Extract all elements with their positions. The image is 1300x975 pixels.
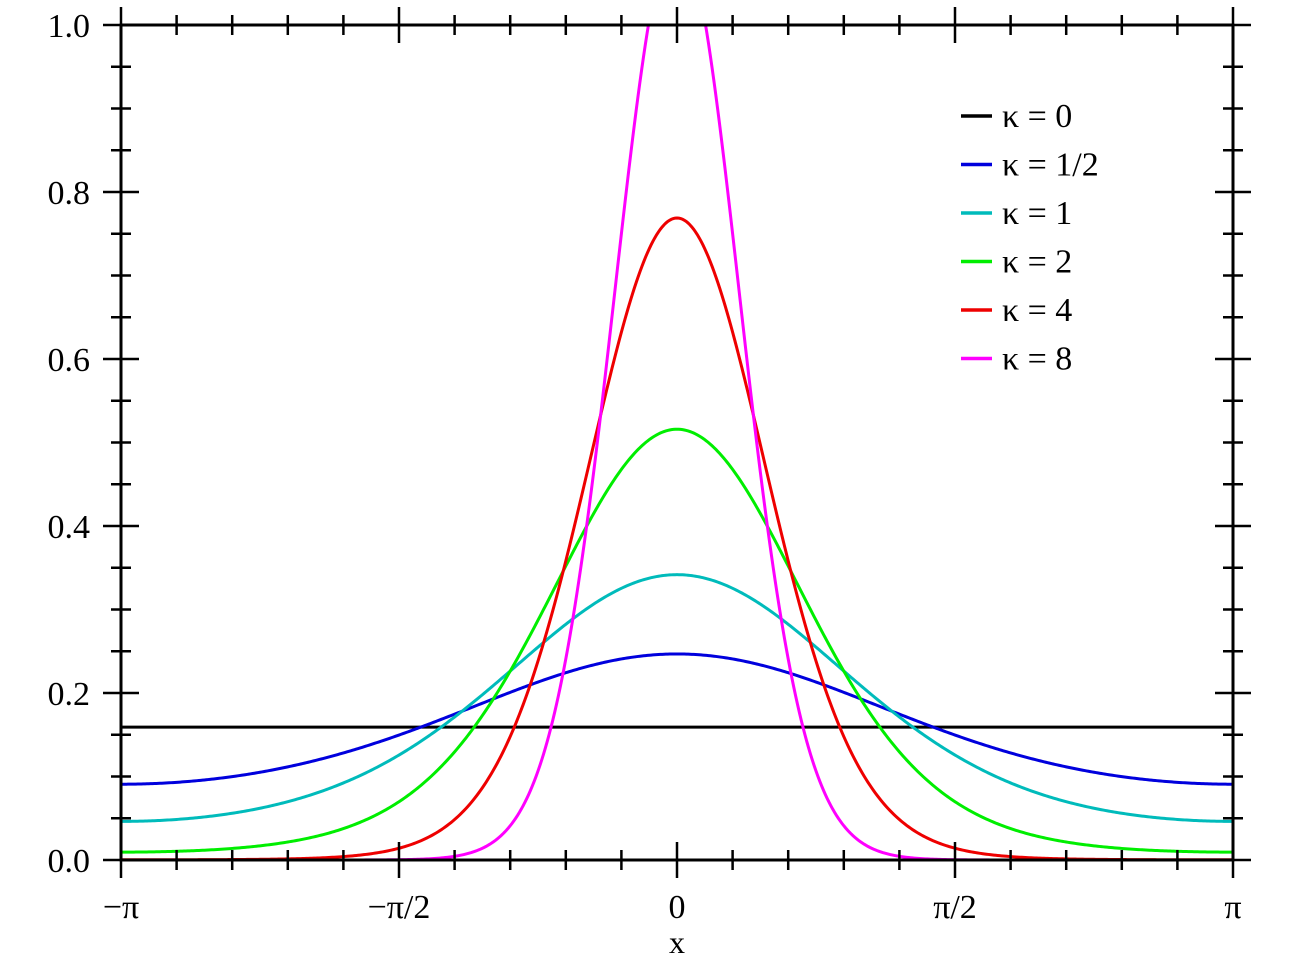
x-axis-label: x [669, 924, 685, 960]
y-tick-label: 0.0 [48, 843, 91, 880]
series-line-1 [121, 652, 1233, 786]
legend-label-0: κ = 0 [1002, 98, 1072, 135]
y-tick-label: 0.4 [48, 509, 91, 546]
y-tick-label: 0.6 [48, 342, 91, 379]
series-line-3 [121, 427, 1233, 854]
y-tick-label: 0.8 [48, 175, 91, 212]
x-tick-label: −π [103, 889, 139, 926]
y-tick-label: 0.2 [48, 676, 91, 713]
legend-label-1: κ = 1/2 [1002, 147, 1099, 184]
x-tick-label: π/2 [933, 889, 977, 926]
legend-label-5: κ = 8 [1002, 341, 1072, 378]
series-line-4 [121, 216, 1233, 860]
series-line-2 [121, 573, 1233, 823]
legend: κ = 0 κ = 1/2 κ = 1 κ = 2 κ = 4 κ = 8 [961, 98, 1099, 378]
y-tick-label: 1.0 [48, 8, 91, 45]
x-tick-label: 0 [669, 889, 686, 926]
ticks [103, 7, 1251, 878]
x-tick-label: π [1224, 889, 1241, 926]
x-tick-label: −π/2 [368, 889, 431, 926]
legend-label-4: κ = 4 [1002, 292, 1072, 329]
legend-label-2: κ = 1 [1002, 195, 1072, 232]
plot-frame [119, 23, 1235, 862]
legend-label-3: κ = 2 [1002, 244, 1072, 281]
tick-labels: −π −π/2 0 π/2 π 0.0 0.2 0.4 0.6 0.8 1.0 [48, 8, 1242, 926]
